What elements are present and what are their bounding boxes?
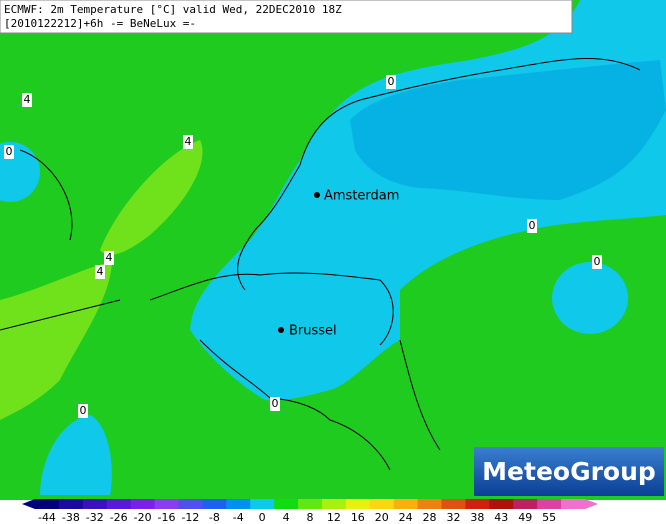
colorbar-swatch: [441, 499, 466, 509]
contour-label-box: [386, 75, 396, 89]
colorbar-swatch: [202, 499, 227, 509]
colorbar-swatch: [465, 499, 490, 509]
colorbar-tick-label: 0: [259, 511, 266, 524]
colorbar-tick-label: -32: [86, 511, 104, 524]
colder-area: [350, 60, 666, 200]
city-label: Amsterdam: [324, 189, 399, 204]
contour-label-box: [4, 145, 14, 159]
colorbar-tick-label: 38: [470, 511, 484, 524]
colorbar-arrow: [22, 499, 35, 509]
colorbar-swatch: [130, 499, 156, 509]
colorbar-swatch: [250, 499, 275, 509]
warm-area: [100, 140, 203, 255]
colorbar-arrow: [585, 499, 598, 509]
colorbar-swatch: [106, 499, 132, 509]
colorbar-swatch: [82, 499, 108, 509]
colorbar-tick-label: -8: [209, 511, 220, 524]
colorbar-tick-label: 24: [399, 511, 413, 524]
colorbar-swatch: [393, 499, 419, 509]
city-dot: [314, 192, 320, 198]
contour-label-box: [183, 135, 193, 149]
colorbar-tick-label: -44: [38, 511, 56, 524]
colorbar-swatch: [35, 499, 60, 509]
contour-label: 0: [388, 75, 395, 88]
colorbar-tick-label: 8: [307, 511, 314, 524]
colorbar-tick-label: -16: [158, 511, 176, 524]
colorbar-swatch: [369, 499, 395, 509]
colorbar-swatch: [58, 499, 84, 509]
contour-label: 4: [24, 93, 31, 106]
contour-label-box: [592, 255, 602, 269]
colorbar-swatch: [537, 499, 562, 509]
contour-label: 4: [97, 265, 104, 278]
colorbar-tick-label: -38: [62, 511, 80, 524]
logo-box: [474, 447, 664, 496]
colorbar-tick-label: 49: [518, 511, 532, 524]
colorbar-tick-label: 55: [542, 511, 556, 524]
colorbar-swatch: [561, 499, 586, 509]
contour-label-box: [95, 265, 105, 279]
colorbar-tick-label: 28: [423, 511, 437, 524]
contour-label-box: [527, 219, 537, 233]
cold-area: [40, 415, 112, 495]
colorbar-swatch: [298, 499, 323, 509]
contour-label-box: [270, 397, 280, 411]
colorbar-swatch: [154, 499, 179, 509]
border: [0, 58, 641, 471]
colorbar-tick-label: 16: [351, 511, 365, 524]
colorbar-swatch: [178, 499, 203, 509]
colorbar-tick-label: 20: [375, 511, 389, 524]
colorbar-tick-label: 12: [327, 511, 341, 524]
colorbar-swatch: [489, 499, 514, 509]
contour-label-box: [22, 93, 32, 107]
colorbar-swatch: [321, 499, 347, 509]
colorbar-tick-label: -12: [181, 511, 199, 524]
contour-label: 0: [529, 219, 536, 232]
warm-area: [0, 262, 112, 420]
colorbar-tick-label: 43: [494, 511, 508, 524]
colorbar-tick-label: -20: [134, 511, 152, 524]
header-title: ECMWF: 2m Temperature [°C] valid Wed, 22…: [4, 3, 342, 16]
contour-label: 0: [6, 145, 13, 158]
contour-label-box: [78, 404, 88, 418]
colorbar-swatch: [513, 499, 538, 509]
contour-label: 4: [185, 135, 192, 148]
logo: MeteoGroup: [482, 457, 656, 486]
colorbar-swatch: [274, 499, 299, 509]
cold-area: [552, 262, 628, 334]
header-box: [0, 0, 573, 34]
contour-label: 0: [80, 404, 87, 417]
colorbar-tick-label: 32: [446, 511, 460, 524]
colorbar-swatch: [226, 499, 251, 509]
header-subtitle: [2010122212]+6h -= BeNeLux =-: [4, 17, 196, 30]
city-dot: [278, 327, 284, 333]
city-label: Brussel: [289, 324, 337, 339]
colorbar-tick-label: 4: [283, 511, 290, 524]
contour-label: 4: [106, 251, 113, 264]
colorbar-tick-label: -26: [110, 511, 128, 524]
colorbar-swatch: [345, 499, 371, 509]
contour-label-box: [104, 251, 114, 265]
contour-label: 0: [594, 255, 601, 268]
colorbar-swatch: [417, 499, 443, 509]
colorbar-tick-label: -4: [233, 511, 244, 524]
contour-label: 0: [272, 397, 279, 410]
